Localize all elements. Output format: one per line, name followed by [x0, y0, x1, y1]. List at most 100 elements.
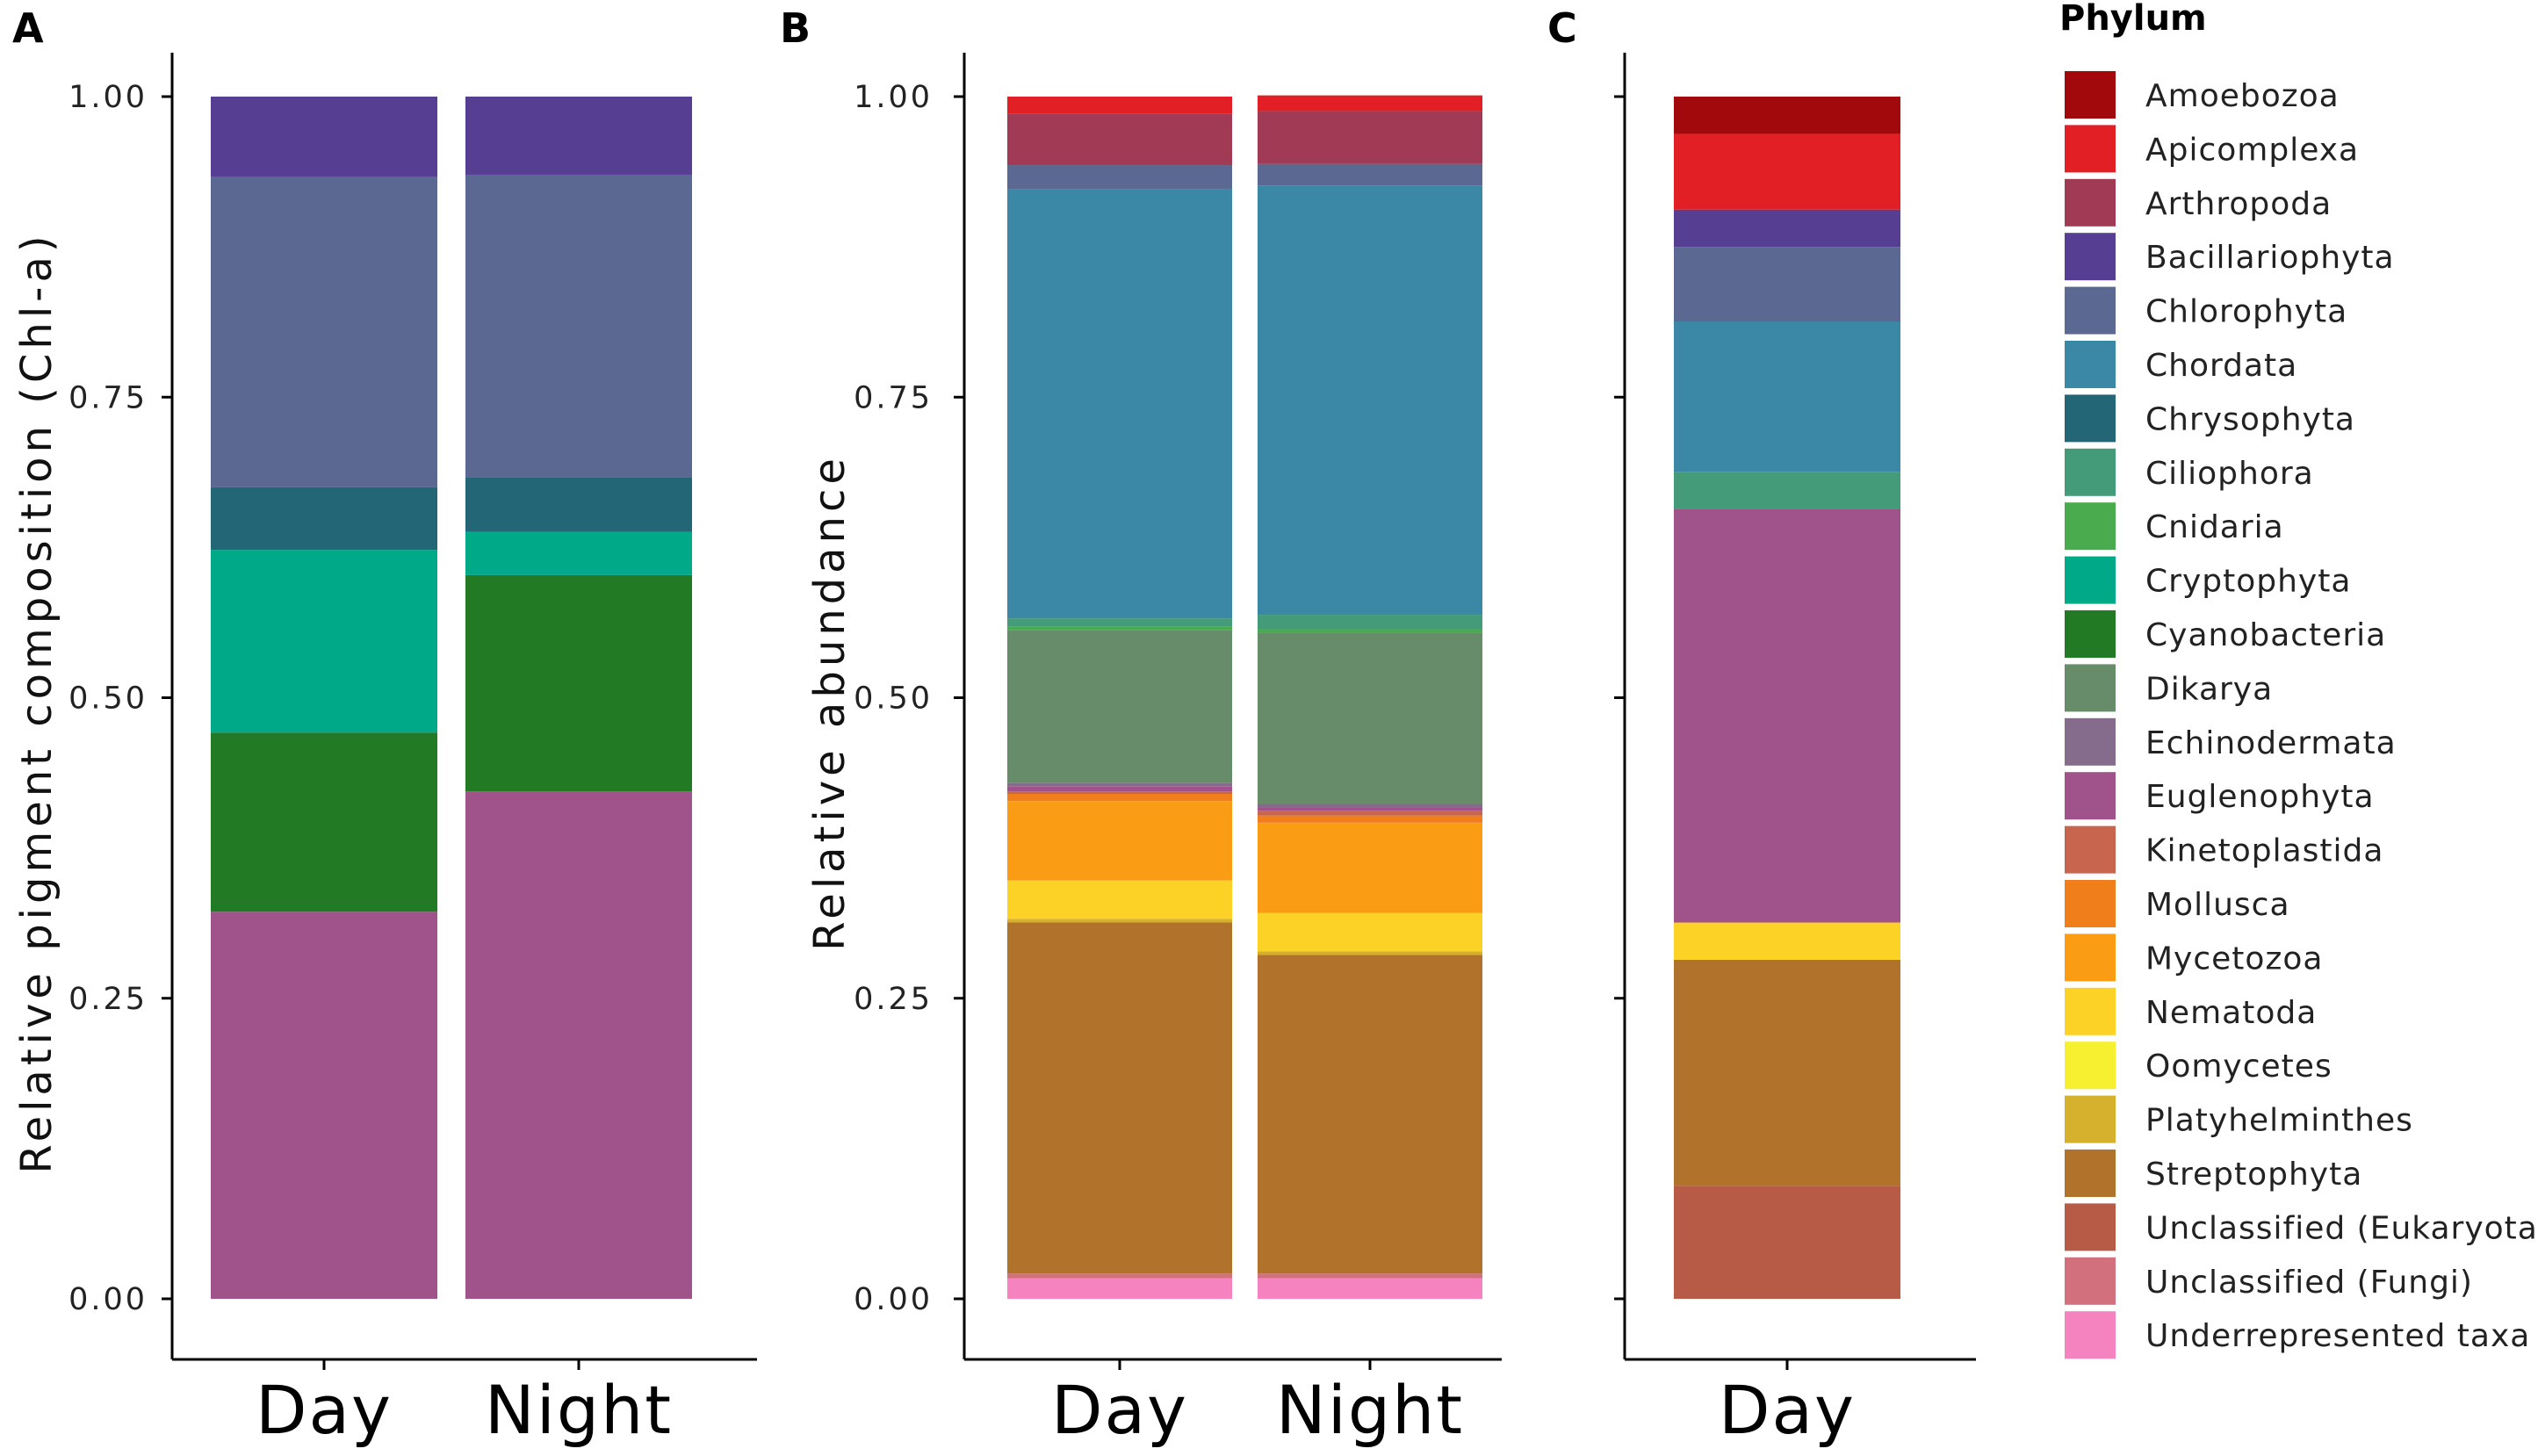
legend-swatch — [2063, 501, 2117, 552]
bar-segment-chordata — [1674, 321, 1900, 472]
legend-swatch — [2063, 177, 2117, 228]
legend-item-platyhelminthes: Platyhelminthes — [2063, 1093, 2413, 1145]
legend-item-oomycetes: Oomycetes — [2063, 1040, 2333, 1092]
x-category-label: Day — [256, 1371, 393, 1449]
legend-label: Oomycetes — [2145, 1049, 2333, 1085]
y-tick-label: 0.25 — [68, 982, 148, 1017]
legend-label: Dikarya — [2145, 671, 2273, 707]
chart-panel-b: B 0.00 0.25 0.50 0.75 1.00 Day Night Relative ab… — [780, 4, 1502, 1449]
bar-segment-cryptophyta — [465, 531, 692, 575]
legend-label: Chlorophyta — [2145, 294, 2347, 330]
bar-segment-mycetozoa — [1258, 822, 1482, 913]
legend-swatch — [2063, 985, 2117, 1037]
y-tick-label: 0.50 — [854, 681, 933, 717]
panel-letter: B — [780, 4, 811, 52]
legend-label: Arthropoda — [2145, 186, 2332, 222]
legend-item-amoebozoa: Amoebozoa — [2063, 69, 2339, 120]
y-tick-label: 0.00 — [854, 1282, 933, 1317]
bar-segment-ciliophora — [1258, 615, 1482, 630]
bar-segment-euglenophyta — [211, 912, 437, 1299]
legend-item-apicomplexa: Apicomplexa — [2063, 123, 2359, 175]
bar-segment-platyhelminthes — [1007, 919, 1232, 923]
bar-segment-ciliophora — [1674, 472, 1900, 509]
x-category-label: Day — [1719, 1371, 1856, 1449]
bar-segment-chlorophyta — [1674, 247, 1900, 322]
bar-segment-chordata — [1258, 185, 1482, 616]
legend-swatch — [2063, 770, 2117, 822]
legend-item-chordata: Chordata — [2063, 339, 2296, 390]
legend-label: Cyanobacteria — [2145, 617, 2386, 653]
bar-segment-dikarya — [1007, 630, 1232, 783]
y-tick-label: 0.75 — [854, 380, 933, 415]
legend-swatch — [2063, 609, 2117, 660]
bar-stack-day — [1674, 97, 1900, 1299]
bar-segment-bacillariophyta — [465, 97, 692, 175]
panel-letter: A — [12, 4, 44, 52]
bar-segment-unclassified-fungi — [1258, 1273, 1482, 1279]
chart-panel-a: A 0.00 0.25 0.50 0.75 1.00 Day Night Relative pi… — [12, 4, 757, 1449]
legend-swatch — [2063, 69, 2117, 120]
legend-item-streptophyta: Streptophyta — [2063, 1148, 2361, 1199]
x-category-label: Night — [485, 1371, 673, 1449]
bar-segment-mollusca — [1258, 815, 1482, 823]
bar-segment-euglenophyta — [465, 791, 692, 1299]
legend-swatch — [2063, 824, 2117, 876]
bar-segment-underrepresented-taxa — [1258, 1278, 1482, 1299]
bar-segment-chlorophyta — [1007, 165, 1232, 190]
bar-segment-unclassified-fungi — [1007, 1273, 1232, 1279]
bar-segment-kinetoplastida — [1258, 811, 1482, 816]
legend-swatch — [2063, 123, 2117, 175]
legend-swatch — [2063, 446, 2117, 498]
bar-segment-nematoda — [1674, 922, 1900, 960]
legend-label: Chrysophyta — [2145, 401, 2355, 437]
legend-label: Platyhelminthes — [2145, 1103, 2413, 1139]
legend-item-unclassified-eukaryota: Unclassified (Eukaryota) — [2063, 1201, 2538, 1253]
bar-segment-nematoda — [1007, 880, 1232, 919]
bar-segment-cnidaria — [1258, 629, 1482, 633]
legend-label: Cryptophyta — [2145, 564, 2351, 600]
bar-segment-chrysophyta — [211, 487, 437, 551]
bar-segment-euglenophyta — [1674, 508, 1900, 923]
legend-label: Underrepresented taxa — [2145, 1318, 2530, 1354]
legend-label: Cnidaria — [2145, 509, 2284, 545]
legend-swatch — [2063, 932, 2117, 984]
bar-segment-apicomplexa — [1007, 97, 1232, 114]
legend-swatch — [2063, 554, 2117, 606]
y-axis-title: Relative abundance — [805, 454, 854, 951]
legend-item-kinetoplastida: Kinetoplastida — [2063, 824, 2383, 876]
legend-label: Kinetoplastida — [2145, 833, 2383, 869]
x-category-label: Night — [1276, 1371, 1464, 1449]
legend-item-chrysophyta: Chrysophyta — [2063, 393, 2355, 444]
legend-swatch — [2063, 393, 2117, 444]
legend-label: Mycetozoa — [2145, 941, 2323, 977]
bar-segment-chrysophyta — [465, 477, 692, 532]
bar-segment-cyanobacteria — [465, 574, 692, 792]
legend-swatch — [2063, 1201, 2117, 1253]
y-tick-label: 1.00 — [68, 80, 148, 115]
legend-item-cnidaria: Cnidaria — [2063, 501, 2284, 552]
legend-title: Phylum — [2059, 0, 2207, 39]
legend-item-chlorophyta: Chlorophyta — [2063, 285, 2347, 336]
legend: Phylum Amoebozoa Apicomplexa Arthropoda Baci… — [2059, 0, 2538, 1361]
bar-segment-unclassified-eukaryota — [1674, 1186, 1900, 1299]
bar-segment-bacillariophyta — [1674, 209, 1900, 248]
bar-segment-streptophyta — [1674, 959, 1900, 1186]
y-tick-label: 0.75 — [68, 380, 148, 415]
legend-label: Mollusca — [2145, 887, 2290, 923]
legend-swatch — [2063, 878, 2117, 929]
bar-segment-chlorophyta — [1258, 163, 1482, 186]
legend-item-echinodermata: Echinodermata — [2063, 716, 2396, 768]
bar-segment-euglenophyta — [1007, 786, 1232, 792]
legend-item-euglenophyta: Euglenophyta — [2063, 770, 2374, 822]
bar-segment-cryptophyta — [211, 550, 437, 733]
legend-item-dikarya: Dikarya — [2063, 662, 2273, 714]
legend-label: Bacillariophyta — [2145, 240, 2395, 276]
bar-segment-ciliophora — [1007, 618, 1232, 627]
bar-segment-mollusca — [1007, 794, 1232, 802]
bar-segment-chordata — [1007, 189, 1232, 619]
bar-segment-apicomplexa — [1674, 133, 1900, 210]
legend-label: Apicomplexa — [2145, 132, 2359, 168]
bar-segment-kinetoplastida — [1007, 791, 1232, 795]
bar-segment-arthropoda — [1258, 111, 1482, 164]
bar-stack-day — [1007, 97, 1232, 1299]
